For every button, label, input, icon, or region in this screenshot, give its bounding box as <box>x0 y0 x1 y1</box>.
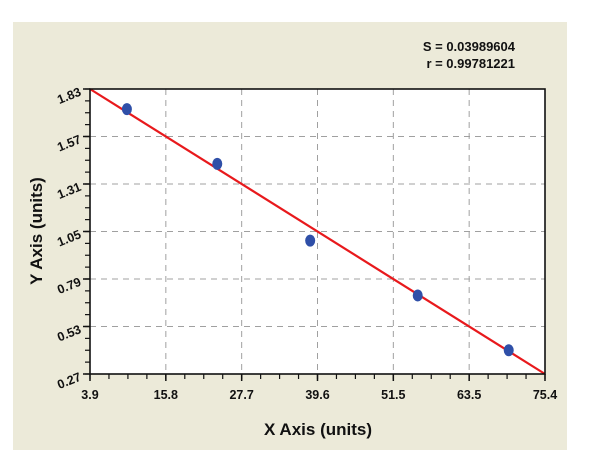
x-tick-label: 75.4 <box>533 388 557 402</box>
data-points <box>121 103 514 357</box>
y-tick-label: 1.83 <box>55 85 83 107</box>
y-tick-label: 1.31 <box>55 180 83 202</box>
x-axis-label: X Axis (units) <box>264 420 372 439</box>
y-tick-labels: 0.27 0.53 0.79 1.05 1.31 1.57 1.83 <box>55 85 83 392</box>
y-tick-label: 0.79 <box>55 275 83 297</box>
axis-ticks <box>83 88 546 381</box>
y-tick-label: 0.53 <box>55 322 83 344</box>
x-tick-label: 27.7 <box>229 388 253 402</box>
data-point <box>121 103 132 116</box>
y-tick-label: 1.57 <box>55 132 83 154</box>
x-tick-label: 51.5 <box>381 388 405 402</box>
r-statistic: r = 0.99781221 <box>426 56 515 71</box>
y-tick-label: 1.05 <box>55 227 83 249</box>
data-point <box>212 157 223 170</box>
data-point <box>305 234 316 247</box>
fit-line <box>89 88 546 375</box>
x-tick-label: 63.5 <box>457 388 481 402</box>
x-tick-label: 3.9 <box>81 388 98 402</box>
plot-frame <box>89 88 546 375</box>
data-point <box>503 344 514 357</box>
x-tick-label: 15.8 <box>154 388 178 402</box>
fit-statistics: S = 0.03989604 r = 0.99781221 <box>423 38 515 72</box>
x-tick-label: 39.6 <box>305 388 329 402</box>
y-tick-label: 0.27 <box>55 370 83 392</box>
y-axis-label: Y Axis (units) <box>27 177 46 285</box>
x-tick-labels: 3.9 15.8 27.7 39.6 51.5 63.5 75.4 <box>81 388 557 402</box>
data-point <box>412 289 423 302</box>
s-statistic: S = 0.03989604 <box>422 39 515 54</box>
